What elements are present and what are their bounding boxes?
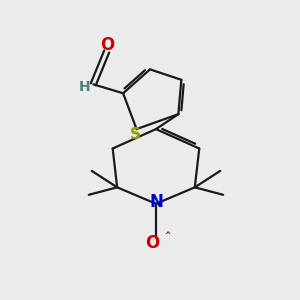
Text: O: O xyxy=(100,36,114,54)
Text: ˆ: ˆ xyxy=(164,232,170,245)
Text: O: O xyxy=(145,234,160,252)
Text: H: H xyxy=(79,80,90,94)
Text: N: N xyxy=(149,193,163,211)
Text: S: S xyxy=(130,127,141,142)
